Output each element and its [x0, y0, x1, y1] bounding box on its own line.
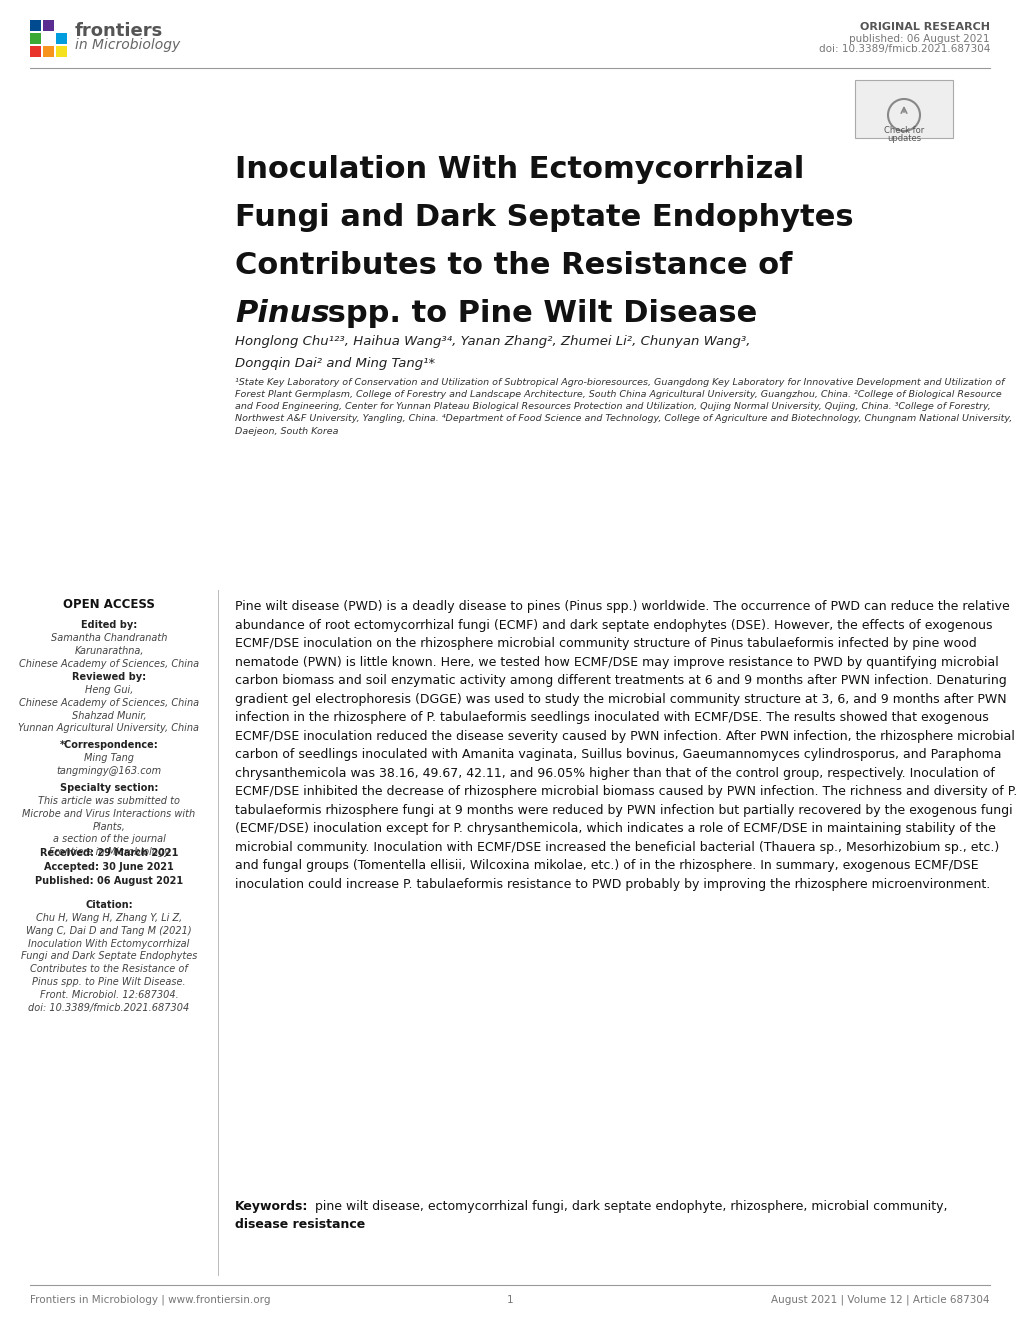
Text: Check for: Check for	[883, 125, 923, 135]
Text: updates: updates	[887, 134, 920, 143]
Text: Inoculation With Ectomycorrhizal: Inoculation With Ectomycorrhizal	[234, 155, 804, 184]
Text: in Microbiology: in Microbiology	[75, 37, 180, 52]
Text: OPEN ACCESS: OPEN ACCESS	[63, 598, 155, 611]
Text: Ming Tang
tangmingy@163.com: Ming Tang tangmingy@163.com	[56, 753, 161, 776]
Bar	[56, 33, 67, 44]
Bar	[56, 45, 67, 57]
Text: Contributes to the Resistance of: Contributes to the Resistance of	[234, 251, 792, 280]
Text: Pinus: Pinus	[234, 299, 329, 328]
Text: Dongqin Dai² and Ming Tang¹*: Dongqin Dai² and Ming Tang¹*	[234, 356, 435, 370]
Text: Citation:: Citation:	[86, 900, 132, 910]
Bar	[43, 20, 54, 31]
Text: Frontiers in Microbiology | www.frontiersin.org: Frontiers in Microbiology | www.frontier…	[30, 1295, 270, 1306]
Text: frontiers: frontiers	[75, 21, 163, 40]
Text: *Correspondence:: *Correspondence:	[59, 740, 158, 750]
Text: Samantha Chandranath
Karunarathna,
Chinese Academy of Sciences, China: Samantha Chandranath Karunarathna, Chine…	[19, 633, 199, 669]
Text: Published: 06 August 2021: Published: 06 August 2021	[35, 876, 182, 886]
Text: Accepted: 30 June 2021: Accepted: 30 June 2021	[44, 862, 173, 872]
Bar	[43, 45, 54, 57]
Text: doi: 10.3389/fmicb.2021.687304: doi: 10.3389/fmicb.2021.687304	[818, 44, 989, 53]
Bar	[30, 20, 41, 31]
Text: August 2021 | Volume 12 | Article 687304: August 2021 | Volume 12 | Article 687304	[770, 1295, 989, 1306]
FancyBboxPatch shape	[854, 80, 952, 138]
Text: Honglong Chu¹²³, Haihua Wang³⁴, Yanan Zhang², Zhumei Li², Chunyan Wang³,: Honglong Chu¹²³, Haihua Wang³⁴, Yanan Zh…	[234, 335, 750, 348]
Text: Reviewed by:: Reviewed by:	[72, 672, 146, 682]
Text: Specialty section:: Specialty section:	[60, 784, 158, 793]
Text: disease resistance: disease resistance	[234, 1218, 365, 1231]
Text: Chu H, Wang H, Zhang Y, Li Z,
Wang C, Dai D and Tang M (2021)
Inoculation With E: Chu H, Wang H, Zhang Y, Li Z, Wang C, Da…	[20, 913, 197, 1013]
Text: Pine wilt disease (PWD) is a deadly disease to pines (Pinus spp.) worldwide. The: Pine wilt disease (PWD) is a deadly dise…	[234, 599, 1016, 890]
Text: Fungi and Dark Septate Endophytes: Fungi and Dark Septate Endophytes	[234, 203, 853, 232]
Text: Received: 29 March 2021: Received: 29 March 2021	[40, 848, 178, 858]
Text: published: 06 August 2021: published: 06 August 2021	[849, 33, 989, 44]
Bar	[30, 33, 41, 44]
Bar	[30, 45, 41, 57]
Text: ORIGINAL RESEARCH: ORIGINAL RESEARCH	[859, 21, 989, 32]
Text: Heng Gui,
Chinese Academy of Sciences, China
Shahzad Munir,
Yunnan Agricultural : Heng Gui, Chinese Academy of Sciences, C…	[18, 685, 200, 733]
Text: Edited by:: Edited by:	[81, 619, 137, 630]
Text: pine wilt disease, ectomycorrhizal fungi, dark septate endophyte, rhizosphere, m: pine wilt disease, ectomycorrhizal fungi…	[315, 1200, 947, 1214]
Text: This article was submitted to
Microbe and Virus Interactions with
Plants,
a sect: This article was submitted to Microbe an…	[22, 796, 196, 857]
Text: 1: 1	[506, 1295, 513, 1306]
Text: spp. to Pine Wilt Disease: spp. to Pine Wilt Disease	[317, 299, 756, 328]
Text: Keywords:: Keywords:	[234, 1200, 308, 1214]
Text: ¹State Key Laboratory of Conservation and Utilization of Subtropical Agro-biores: ¹State Key Laboratory of Conservation an…	[234, 378, 1011, 435]
